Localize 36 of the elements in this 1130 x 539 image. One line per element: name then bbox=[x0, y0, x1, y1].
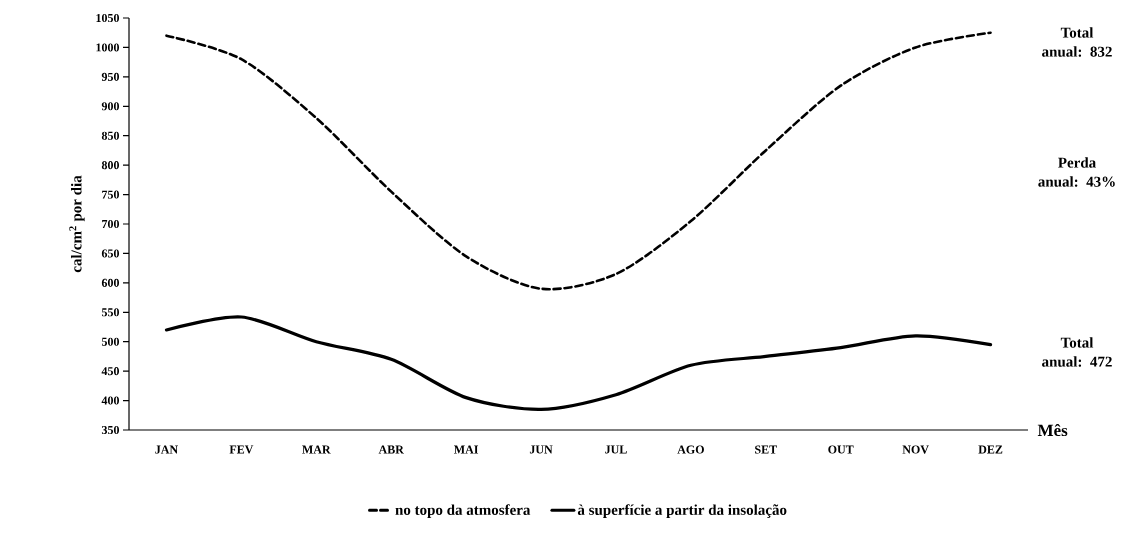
x-tick-label: ABR bbox=[378, 445, 404, 454]
text: Total anual: 472 bbox=[1042, 337, 1112, 367]
y-tick-label: 450 bbox=[101, 367, 120, 376]
text: Perda anual: 43% bbox=[1038, 157, 1115, 187]
x-tick-label: MAR bbox=[302, 445, 331, 454]
y-tick-label: 350 bbox=[101, 425, 120, 435]
y-tick-label: 550 bbox=[101, 308, 120, 317]
y-tick-label: 1000 bbox=[96, 43, 120, 52]
x-tick-label: AGO bbox=[677, 445, 704, 454]
y-tick-label: 400 bbox=[101, 396, 120, 405]
y-tick-label: 600 bbox=[101, 278, 120, 287]
y-tick-label: 500 bbox=[101, 337, 120, 346]
legend-label: no topo da atmosfera bbox=[395, 504, 531, 518]
y-tick-label: 650 bbox=[101, 249, 120, 258]
y-tick-label: 950 bbox=[101, 72, 120, 81]
x-tick-label: JAN bbox=[155, 445, 178, 454]
line-series bbox=[164, 315, 993, 411]
x-tick-label: FEV bbox=[229, 445, 254, 454]
x-tick-label: JUN bbox=[529, 445, 553, 454]
x-tick-label: MAI bbox=[454, 445, 479, 454]
y-tick-label: 700 bbox=[102, 219, 120, 229]
x-axis-title: Mês bbox=[1037, 423, 1068, 437]
legend-label: à superfície a partir da insolação bbox=[577, 504, 787, 518]
y-tick-label: 900 bbox=[101, 102, 120, 111]
x-tick-label: JUL bbox=[605, 445, 627, 454]
x-tick-label: NOV bbox=[902, 445, 929, 454]
x-tick-label: OUT bbox=[828, 445, 854, 454]
x-tick-label: DEZ bbox=[978, 445, 1003, 454]
line-series bbox=[165, 31, 992, 291]
y-tick-label: 850 bbox=[101, 131, 120, 140]
y-tick-label: 800 bbox=[101, 161, 120, 170]
text: Total anual: 832 bbox=[1042, 27, 1112, 57]
x-tick-label: SET bbox=[755, 445, 777, 454]
y-tick-label: 750 bbox=[102, 190, 120, 199]
y-tick-label: 1050 bbox=[96, 13, 120, 23]
y-axis-title: cal/cm$^{2}$ por dia bbox=[69, 175, 85, 273]
